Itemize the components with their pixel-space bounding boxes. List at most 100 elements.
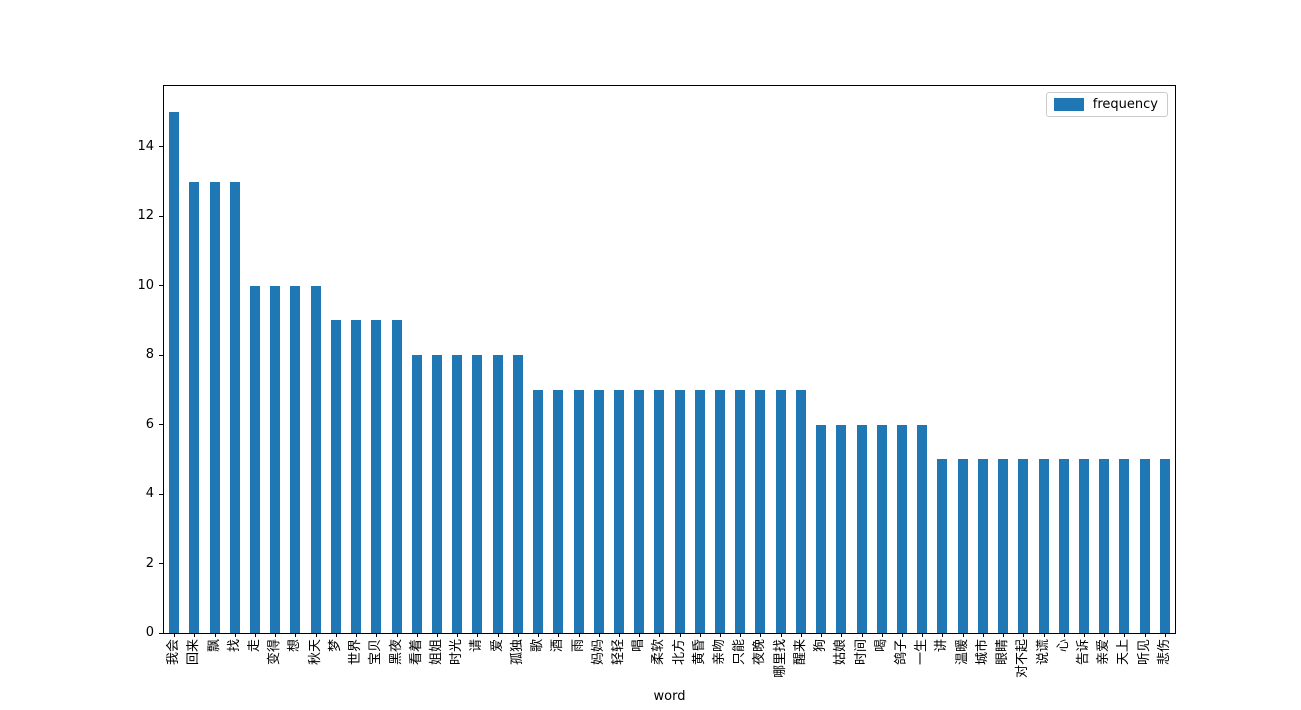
y-tick-label: 8 xyxy=(145,347,154,363)
bar xyxy=(573,389,584,633)
x-tick xyxy=(598,633,600,637)
legend: frequency xyxy=(1045,92,1168,117)
x-tick xyxy=(1104,633,1106,637)
x-tick-label: 一生 xyxy=(914,639,930,666)
bar xyxy=(634,389,645,633)
x-tick xyxy=(497,633,499,637)
x-axis-title: word xyxy=(653,689,686,704)
x-tick-label: 说谎 xyxy=(1035,639,1051,666)
bar xyxy=(431,355,442,633)
x-tick xyxy=(194,633,196,637)
x-tick xyxy=(538,633,540,637)
x-tick xyxy=(1084,633,1085,637)
y-tick-label: 0 xyxy=(145,625,154,640)
x-tick xyxy=(1023,633,1025,637)
x-tick-label: 讲 xyxy=(934,639,950,653)
y-tick-label: 14 xyxy=(137,138,154,154)
x-tick-label: 爱 xyxy=(489,639,505,653)
x-tick xyxy=(578,633,580,637)
x-tick xyxy=(699,633,701,637)
bar xyxy=(351,320,362,633)
legend-label: frequency xyxy=(1092,97,1158,112)
x-tick-label: 告诉 xyxy=(1076,639,1092,666)
bar xyxy=(715,389,726,633)
x-tick xyxy=(254,633,256,637)
x-tick-label: 回来 xyxy=(186,639,202,666)
x-tick xyxy=(558,633,560,637)
x-tick xyxy=(234,633,236,637)
y-tick xyxy=(159,215,163,217)
x-tick xyxy=(780,633,782,637)
x-tick-label: 醒来 xyxy=(792,639,808,666)
bar xyxy=(755,389,766,633)
x-tick xyxy=(760,633,762,637)
x-tick xyxy=(902,633,904,637)
x-tick xyxy=(376,633,378,637)
x-tick-label: 孤独 xyxy=(509,639,525,666)
bar xyxy=(533,389,544,633)
bar xyxy=(775,389,786,633)
x-tick xyxy=(881,633,883,637)
bar xyxy=(856,424,867,633)
y-tick xyxy=(159,632,163,634)
bar xyxy=(897,424,908,633)
bar xyxy=(654,389,665,633)
bar xyxy=(1099,459,1110,633)
bar xyxy=(492,355,503,633)
bar xyxy=(330,320,341,633)
x-tick xyxy=(356,633,358,637)
bar xyxy=(998,459,1009,633)
bar xyxy=(593,389,604,633)
x-tick-label: 鸽子 xyxy=(894,639,910,666)
bar xyxy=(249,285,260,633)
legend-color-swatch xyxy=(1053,98,1084,111)
bar xyxy=(917,424,928,633)
x-tick-label: 我会 xyxy=(166,639,182,666)
bar xyxy=(1038,459,1049,633)
y-tick xyxy=(159,285,163,287)
x-tick xyxy=(477,633,479,637)
x-tick-label: 哪里找 xyxy=(772,639,788,679)
x-tick xyxy=(315,633,317,637)
y-tick-label: 10 xyxy=(137,277,154,293)
bar xyxy=(411,355,422,633)
bar xyxy=(1119,459,1130,633)
x-tick xyxy=(618,633,620,637)
x-tick xyxy=(740,633,742,637)
x-tick-label: 柔软 xyxy=(651,639,667,666)
bar xyxy=(937,459,948,633)
x-tick-label: 轻轻 xyxy=(610,639,626,666)
x-tick-label: 姑娘 xyxy=(833,639,849,666)
bar xyxy=(169,112,180,633)
x-tick-label: 飘 xyxy=(206,639,222,653)
bar xyxy=(957,459,968,633)
bar xyxy=(795,389,806,633)
bar xyxy=(229,181,240,633)
y-tick xyxy=(159,424,163,426)
x-tick xyxy=(1063,633,1065,637)
bar xyxy=(553,389,564,633)
bar xyxy=(270,285,281,633)
bar xyxy=(694,389,705,633)
x-tick-label: 妈妈 xyxy=(590,639,606,666)
bar xyxy=(310,285,321,633)
x-tick-label: 眼睛 xyxy=(995,639,1011,666)
bar xyxy=(1139,459,1150,633)
x-tick xyxy=(720,633,722,637)
bar xyxy=(189,181,200,633)
x-tick xyxy=(922,633,924,637)
bar xyxy=(613,389,624,633)
bar xyxy=(290,285,301,633)
x-tick xyxy=(1144,633,1146,637)
bar xyxy=(1058,459,1069,633)
y-tick xyxy=(159,563,163,565)
x-tick-label: 温暖 xyxy=(954,639,970,666)
x-tick-label: 想 xyxy=(287,639,303,653)
x-tick xyxy=(335,633,337,637)
x-tick-label: 酒 xyxy=(550,639,566,653)
x-tick xyxy=(416,633,418,637)
x-tick-label: 雨 xyxy=(570,639,586,653)
bar xyxy=(836,424,847,633)
x-tick-label: 听见 xyxy=(1136,639,1152,666)
